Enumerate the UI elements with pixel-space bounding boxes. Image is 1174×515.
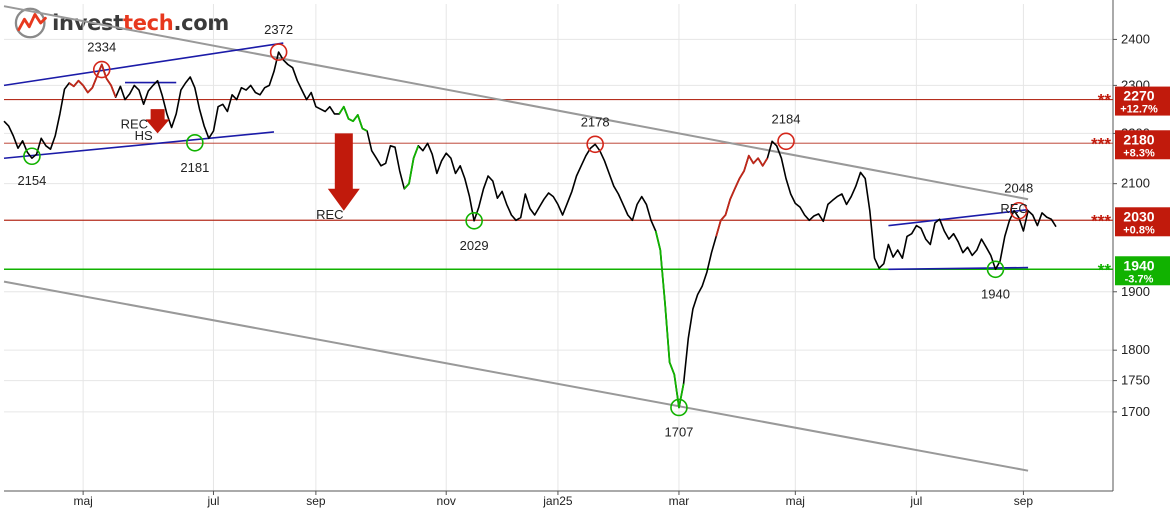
level-pct-label: +12.7%: [1120, 104, 1158, 116]
x-tick-label: jul: [909, 494, 922, 508]
level-pct-label: -3.7%: [1125, 273, 1154, 285]
price-signal-segment: [338, 105, 368, 132]
level-stars: **: [1098, 91, 1112, 110]
pivot-label: 2372: [264, 22, 293, 37]
short_channel-line: [3, 131, 275, 160]
x-tick-label: jul: [206, 494, 219, 508]
sell-signal-arrow: [327, 133, 360, 211]
y-tick-label: 2100: [1121, 176, 1150, 191]
level-stars: **: [1098, 260, 1112, 279]
pivot-marker-high: [586, 135, 604, 154]
pattern-annotation: HS: [135, 128, 153, 143]
x-tick-label: nov: [437, 494, 456, 508]
level-pct-label: +8.3%: [1123, 147, 1155, 159]
pivot-label: 2029: [460, 238, 489, 253]
pivot-marker-low: [986, 260, 1005, 279]
pivot-marker-low: [186, 133, 204, 152]
x-tick-label: maj: [73, 494, 92, 508]
x-tick-label: sep: [1014, 494, 1034, 508]
x-tick-label: sep: [306, 494, 326, 508]
level-stars: ***: [1091, 134, 1111, 153]
price-signal-segment: [68, 63, 117, 98]
level-price-label: 2270: [1123, 88, 1154, 104]
level-price-label: 1940: [1123, 257, 1154, 273]
x-axis-ticks: maj jul sep nov jan25 mar maj jul sep: [73, 491, 1033, 508]
y-tick-label: 1700: [1121, 404, 1150, 419]
pivot-marker-low: [670, 398, 688, 417]
investtech-logo[interactable]: investtech.com: [14, 6, 229, 40]
pivot-label: 2334: [87, 40, 116, 55]
y-tick-label: 1900: [1121, 284, 1150, 299]
signal-arrows: [145, 109, 360, 211]
pivot-label: 1940: [981, 286, 1010, 301]
pivot-label: 2154: [17, 173, 46, 188]
pivot-marker-high: [92, 60, 111, 79]
level-label-box: [1115, 207, 1170, 237]
trend_channel-line: [3, 5, 1029, 201]
short_channel-line: [888, 208, 1029, 227]
x-tick-label: jan25: [542, 494, 573, 508]
brand-name: investtech.com: [52, 11, 229, 35]
short_channel-line: [3, 42, 284, 87]
pivot-marker-high: [269, 43, 288, 61]
pivot-label: 2184: [772, 111, 801, 126]
level-price-label: 2180: [1123, 131, 1154, 147]
pivot-marker-low: [465, 212, 483, 230]
brand-name-part3: .com: [173, 11, 229, 35]
short_channel-line: [888, 266, 1029, 271]
price-line: [3, 51, 1057, 409]
level-pct-label: +0.8%: [1123, 224, 1155, 236]
pattern-annotation: REC: [1000, 201, 1027, 216]
y-tick-label: 1750: [1121, 373, 1150, 388]
pivot-label: 2178: [581, 114, 610, 129]
brand-name-part1: invest: [52, 11, 123, 35]
price-signal-segment: [403, 145, 420, 190]
pivot-label: 2181: [180, 160, 209, 175]
level-label-box: [1115, 86, 1170, 116]
pattern-annotation: REC: [121, 117, 148, 132]
x-tick-label: mar: [669, 494, 690, 508]
level-label-box: [1115, 256, 1170, 286]
y-axis-ticks: 17001750180019002100220023002400: [1113, 31, 1150, 419]
pivot-label: 1707: [664, 424, 693, 439]
investtech-logo-icon: [14, 7, 47, 39]
trend_channel-line: [3, 280, 1029, 472]
level-label-box: [1115, 130, 1170, 160]
x-tick-label: maj: [786, 494, 805, 508]
grid-lines: [4, 4, 1113, 491]
price-signal-segment: [715, 154, 769, 237]
y-tick-label: 1800: [1121, 342, 1150, 357]
level-stars: ***: [1091, 211, 1111, 230]
plot-frame: [4, 0, 1114, 492]
y-tick-label: 2400: [1121, 31, 1150, 46]
pivot-marker-high: [1009, 201, 1028, 220]
level-price-label: 2030: [1123, 208, 1154, 224]
pattern-annotation: REC: [316, 207, 343, 222]
price-series: [3, 51, 1057, 409]
pivot-marker-high: [777, 132, 795, 151]
price-signal-segment: [654, 230, 685, 409]
pivot-marker-low: [23, 147, 41, 166]
pivot-label: 2048: [1004, 181, 1033, 196]
level-labels: ** 2270+12.7% *** 2180+8.3% *** 2030+0.8% ** 19…: [1091, 86, 1170, 286]
pivot-points: 2154 2334 2181 2372 2029 2178 1707 2184 1940 2048: [17, 22, 1033, 439]
trend-lines: [3, 5, 1029, 472]
sell-signal-arrow: [145, 109, 170, 134]
